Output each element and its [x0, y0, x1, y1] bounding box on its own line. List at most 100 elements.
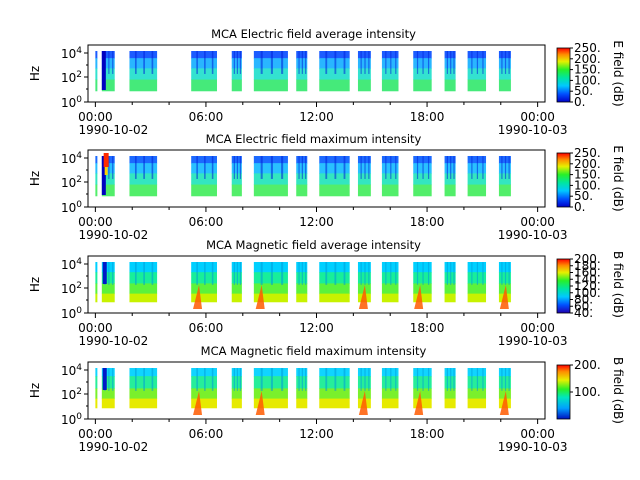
spectrum-band: [498, 79, 511, 92]
colorbar-tick-label: 150.: [574, 168, 601, 182]
colorbar-tick-label: 200.: [574, 157, 601, 171]
spectrum-band: [498, 388, 511, 400]
x-date-label: 1990-10-02: [78, 123, 148, 137]
spectrum-band: [101, 398, 115, 409]
spectrum-streak: [471, 156, 473, 179]
colorbar-label: B field (dB): [611, 357, 625, 424]
intensity-peak: [255, 285, 265, 309]
x-tick-label: 00:00: [520, 110, 555, 124]
colorbar-tick-label: 100.: [574, 286, 601, 300]
colorbar-tick-label: 200.: [574, 52, 601, 66]
spectrum-band: [101, 293, 115, 303]
spectrum-streak: [151, 156, 154, 179]
spectrum-streak: [368, 156, 370, 179]
spectrum-streak: [364, 51, 366, 74]
spectrum-streak: [453, 368, 455, 391]
spectrum-streak: [395, 51, 397, 74]
intensity-peak: [358, 391, 368, 415]
data-segment: [319, 156, 350, 197]
data-segment: [231, 156, 242, 197]
colorbar-tick-label: 250.: [574, 41, 601, 55]
spectrum-streak: [270, 51, 273, 74]
spectrum-streak: [360, 51, 362, 74]
spectrum-band: [129, 398, 158, 409]
spectrum-streak: [143, 368, 145, 391]
spectrum-streak: [101, 51, 106, 90]
data-segment: [498, 51, 511, 92]
spectrum-band: [381, 163, 399, 174]
panel-3: MCA Magnetic field average intensity 104 1…: [28, 238, 625, 348]
spectrum-streak: [134, 368, 137, 391]
spectrum-streak: [450, 51, 452, 74]
panel-2: MCA Electric field maximum intensity 104 1…: [28, 132, 625, 242]
spectrum-streak: [270, 262, 273, 285]
data-segment: [498, 156, 511, 197]
spectrum-band: [413, 388, 432, 400]
spectrum-streak: [501, 51, 503, 74]
spectrum-band: [444, 283, 456, 295]
spectrum-band: [253, 173, 288, 186]
spectrum-band: [253, 68, 288, 81]
spectrum-band: [191, 173, 217, 186]
spectrum-streak: [233, 156, 235, 179]
spectrum-streak: [385, 262, 387, 285]
data-segment: [253, 156, 288, 197]
spectrum-streak: [385, 51, 387, 74]
spectrum-band: [191, 388, 217, 400]
colorbar-label: E field (dB): [611, 40, 625, 106]
data-segment: [467, 368, 487, 409]
colorbar-tick-label: 200.: [574, 358, 601, 372]
spectrum-band: [191, 184, 217, 197]
spectrum-band: [95, 58, 98, 69]
spectrum-streak: [204, 156, 206, 179]
spectrum-streak: [395, 262, 397, 285]
spectrum-streak: [416, 156, 419, 179]
spectrum-streak: [260, 156, 263, 179]
spectrum-band: [296, 283, 308, 295]
spectrum-streak: [108, 51, 110, 74]
spectrum-band: [381, 398, 399, 409]
spectrum-streak: [236, 156, 239, 179]
spectrum-band: [95, 376, 98, 389]
spectrum-streak: [298, 262, 300, 285]
spectrum-streak: [112, 156, 114, 179]
spectrum-streak: [504, 368, 507, 391]
spectrum-band: [319, 283, 350, 295]
spectrum-band: [498, 173, 511, 186]
y-tick-label: 102: [61, 175, 82, 190]
spectrum-streak: [368, 262, 370, 285]
spectrum-band: [101, 79, 115, 92]
spectrum-band: [381, 283, 399, 295]
x-date-label: 1990-10-03: [498, 440, 568, 454]
spectrum-streak: [233, 51, 235, 74]
chart-title: MCA Electric field maximum intensity: [206, 132, 422, 146]
y-axis-label: Hz: [28, 66, 42, 81]
colorbar-tick-label: 150.: [574, 63, 601, 77]
spectrum-streak: [360, 156, 362, 179]
spectrum-streak: [305, 51, 307, 74]
data-segment: [467, 51, 487, 92]
spectrum-band: [129, 388, 158, 400]
spectrum-band: [319, 184, 350, 197]
spectrum-streak: [305, 368, 307, 391]
spectrum-streak: [301, 156, 303, 179]
spectrum-streak: [501, 368, 503, 391]
spectrum-band: [231, 398, 242, 409]
spectrum-streak: [211, 156, 214, 179]
spectrum-streak: [368, 51, 370, 74]
spectrum-streak: [471, 368, 473, 391]
spectrum-band: [95, 156, 98, 164]
spectrum-band: [101, 51, 115, 59]
data-segment: [357, 51, 371, 92]
spectrum-band: [95, 51, 98, 59]
data-segment: [413, 51, 432, 92]
spectrum-band: [381, 58, 399, 69]
data-segment: [191, 368, 217, 409]
spectrum-band: [129, 283, 158, 295]
spectrum-band: [231, 283, 242, 295]
colorbar-tick-label: 50.: [574, 189, 593, 203]
data-segment: [467, 156, 487, 197]
x-tick-label: 12:00: [299, 110, 334, 124]
spectrum-band: [319, 68, 350, 81]
y-tick-label: 104: [61, 363, 82, 378]
